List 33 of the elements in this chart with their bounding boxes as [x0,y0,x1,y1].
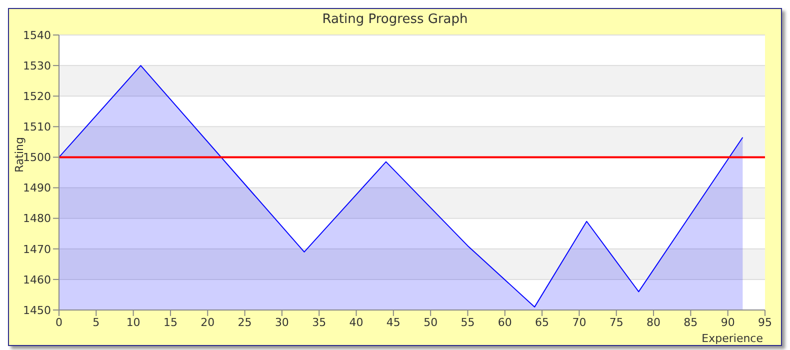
x-tick-label: 85 [684,316,698,329]
y-tick-label: 1520 [23,90,51,104]
x-tick-label: 0 [56,316,62,329]
x-tick-label: 50 [424,316,438,329]
y-tick-label: 1530 [23,59,51,72]
x-tick-label: 5 [92,316,100,329]
y-tick-label: 1480 [23,212,51,226]
y-tick-label: 1460 [23,273,51,286]
y-tick-label: 1490 [23,182,51,195]
y-axis-title: Rating [12,137,26,172]
x-tick-label: 75 [609,316,624,329]
chart-title: Rating Progress Graph [321,11,469,29]
y-tick-label: 1510 [23,120,51,134]
y-tick-label: 1540 [23,28,51,42]
x-tick-label: 25 [238,316,252,329]
y-tick-label: 1500 [23,151,51,164]
y-tick-label: 1470 [23,242,51,256]
x-tick-label: 55 [460,316,475,329]
x-tick-label: 30 [274,316,289,329]
x-tick-label: 20 [200,316,215,329]
x-tick-label: 60 [498,316,512,329]
y-tick-label: 1450 [23,304,51,317]
x-tick-label: 15 [163,316,178,329]
x-tick-label: 65 [535,316,550,329]
x-tick-label: 95 [758,316,772,329]
x-tick-label: 45 [386,316,400,329]
x-tick-label: 90 [720,316,735,329]
x-tick-label: 70 [572,316,586,329]
x-axis-title: Experience [702,332,764,345]
x-tick-label: 40 [349,316,364,329]
x-tick-label: 80 [646,316,661,329]
x-tick-label: 35 [312,316,326,329]
x-tick-label: 10 [126,316,140,329]
